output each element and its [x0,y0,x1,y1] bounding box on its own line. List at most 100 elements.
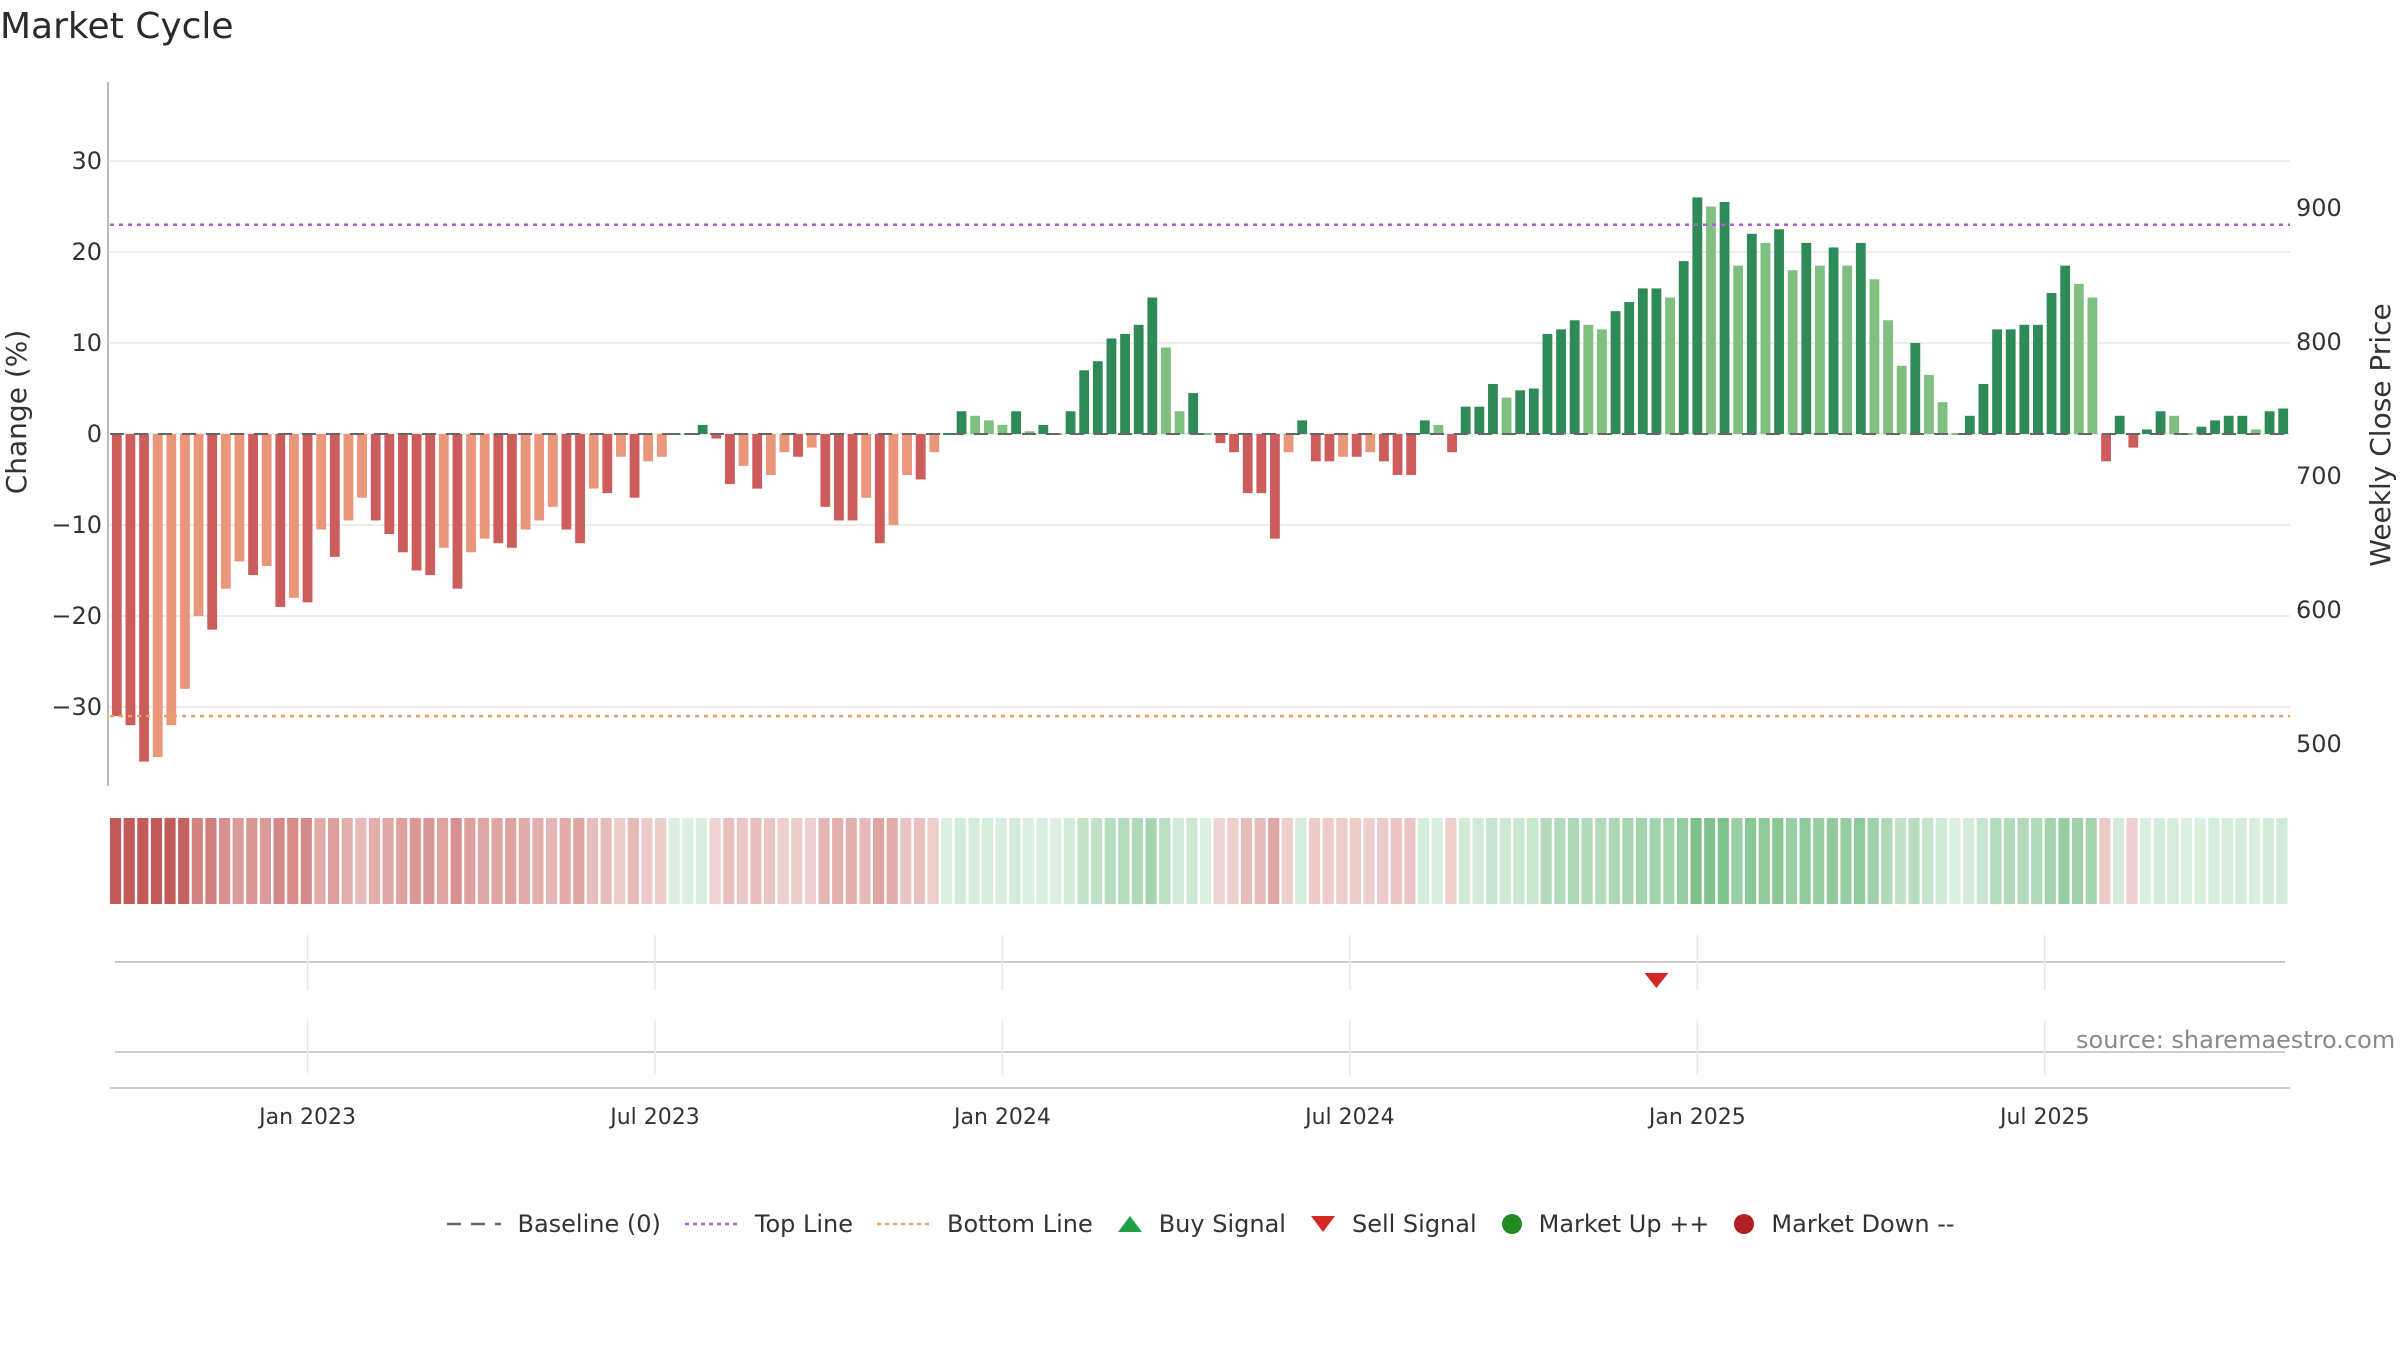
heat-cell [1813,818,1825,904]
heat-cell [1159,818,1171,904]
heat-cell [627,818,639,904]
heat-cell [641,818,653,904]
change-bar [765,434,776,475]
y-right-tick-label: 800 [2296,328,2342,356]
heat-cell [845,818,857,904]
heat-cell [777,818,789,904]
change-bar [425,434,436,576]
heat-cell [287,818,299,904]
legend-item: Sell Signal [1308,1210,1477,1238]
dotted-purple-line-icon [683,1214,741,1234]
heat-cell [1949,818,1961,904]
change-bar [1283,434,1294,453]
change-bar [2101,434,2111,462]
change-bar [479,434,490,539]
change-bar [534,434,545,521]
heat-cell [736,818,748,904]
change-bar [2073,283,2084,434]
heat-cell [150,818,163,904]
heat-cell [1840,818,1852,904]
change-bar [520,434,531,530]
heat-cell [750,818,762,904]
legend: Baseline (0) Top Line Bottom Line Buy Signa… [0,1210,2400,1238]
change-bar [1038,424,1049,434]
change-bar [752,434,763,489]
change-bar [643,434,654,462]
change-bar [1392,434,1403,475]
change-bar [438,434,449,548]
legend-label: Top Line [754,1210,854,1238]
change-bar [2128,434,2139,448]
heat-cell [655,818,667,904]
change-bar [452,434,463,589]
heat-cell [1963,818,1975,904]
legend-item: Baseline (0) [445,1210,661,1238]
heat-cell [600,818,612,904]
heat-cell [900,818,912,904]
change-bar [1992,329,2002,434]
legend-item: Market Up ++ [1499,1210,1710,1238]
heat-cell [1513,818,1525,904]
change-bar [1569,320,1580,434]
heat-cell [1309,818,1321,904]
heat-cell [1472,818,1484,904]
change-bar [834,434,844,521]
change-bar [1896,365,1907,434]
heat-cell [1322,818,1334,904]
heat-cell [1676,818,1689,904]
change-bar [1133,324,1144,434]
x-tick-label: Jul 2023 [608,1105,700,1130]
legend-label: Sell Signal [1351,1210,1477,1238]
heat-cell [995,818,1007,904]
x-axis: Jan 2023 Jul 2023 Jan 2024 Jul 2024 Jan 2025… [110,935,2290,1130]
change-bar [2033,324,2043,434]
heat-cell [873,818,885,904]
heat-cell [1649,818,1661,904]
heat-cell [1976,818,1988,904]
sell-signal-marker [1644,973,1669,988]
change-bar [1651,288,1662,434]
change-bar [1379,434,1389,462]
change-bar [1528,388,1539,434]
change-bar [152,434,163,758]
heat-cell [1418,818,1430,904]
change-bar [302,434,313,603]
heat-cell [1527,818,1539,904]
change-bar [1610,311,1621,434]
heat-cell [1227,818,1239,904]
heat-cell [1240,818,1253,904]
reference-lines [110,223,2290,718]
heat-cell [1404,818,1416,904]
change-bar [1924,374,1934,434]
change-bar [1460,406,1471,434]
heat-cell [341,818,353,904]
change-bar [1024,431,1035,434]
change-bar [1297,420,1308,434]
y-left-tick-label: −20 [51,602,102,630]
y-left-tick-label: 30 [71,147,102,175]
legend-item: Market Down -- [1731,1210,1955,1238]
heat-cell [1908,818,1920,904]
heat-cell [791,818,803,904]
legend-label: Baseline (0) [517,1210,661,1238]
heat-cell [2262,818,2274,904]
change-bar [1338,434,1348,457]
change-bar [602,434,613,494]
change-bar [1365,434,1376,453]
heat-cell [2276,818,2288,904]
change-bar [507,434,517,548]
change-bar [1433,424,1444,434]
heat-cell [1717,818,1729,904]
change-bar [2169,415,2180,434]
heat-cell [1799,818,1811,904]
heat-cell [1731,818,1743,904]
legend-label: Market Up ++ [1538,1210,1710,1238]
heat-cell [2058,818,2070,904]
heat-cell [559,818,571,904]
change-bar [139,434,149,762]
change-bar [1501,397,1512,434]
heat-cell [477,818,490,904]
heat-cell [205,818,217,904]
change-bar [1964,415,1975,434]
